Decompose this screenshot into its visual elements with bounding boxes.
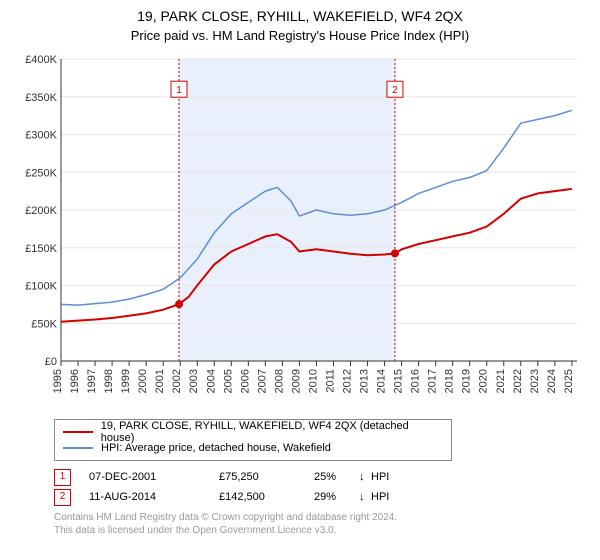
svg-text:2001: 2001	[154, 369, 166, 393]
svg-text:£150K: £150K	[25, 243, 57, 255]
svg-text:1997: 1997	[86, 369, 98, 393]
svg-text:2013: 2013	[359, 369, 371, 393]
down-arrow-icon: ↓	[359, 491, 371, 503]
svg-text:2023: 2023	[529, 369, 541, 393]
sale-vs-hpi: HPI	[371, 471, 401, 483]
svg-text:2020: 2020	[478, 369, 490, 393]
sale-price: £142,500	[219, 491, 314, 503]
sale-row: 2 11-AUG-2014£142,50029%↓HPI	[54, 487, 474, 507]
svg-text:2004: 2004	[205, 369, 217, 393]
svg-text:£300K: £300K	[25, 130, 57, 142]
sale-price: £75,250	[219, 471, 314, 483]
footer-line1: Contains HM Land Registry data © Crown c…	[54, 511, 590, 524]
sales-table: 1 07-DEC-2001£75,25025%↓HPI 2 11-AUG-2014£1…	[54, 467, 474, 507]
svg-text:£50K: £50K	[31, 318, 57, 330]
svg-text:£0: £0	[45, 356, 57, 368]
svg-text:2025: 2025	[563, 369, 575, 393]
svg-text:£100K: £100K	[25, 281, 57, 293]
svg-text:£250K: £250K	[25, 167, 57, 179]
svg-text:2014: 2014	[376, 369, 388, 393]
svg-text:1999: 1999	[120, 369, 132, 393]
svg-text:1996: 1996	[69, 369, 81, 393]
svg-text:2009: 2009	[290, 369, 302, 393]
line-chart: £0 £50K £100K £150K £200K £250K £300K £350K £400…	[15, 53, 585, 413]
sale-row: 1 07-DEC-2001£75,25025%↓HPI	[54, 467, 474, 487]
svg-text:2010: 2010	[307, 369, 319, 393]
down-arrow-icon: ↓	[359, 471, 371, 483]
legend-row: 19, PARK CLOSE, RYHILL, WAKEFIELD, WF4 2…	[63, 424, 443, 440]
svg-text:2000: 2000	[137, 369, 149, 393]
sale-marker: 2	[54, 489, 71, 506]
svg-text:2008: 2008	[273, 369, 285, 393]
sale-date: 11-AUG-2014	[89, 491, 219, 503]
svg-text:2: 2	[392, 85, 398, 96]
svg-text:2003: 2003	[188, 369, 200, 393]
svg-text:£400K: £400K	[25, 54, 57, 66]
footer-line2: This data is licensed under the Open Gov…	[54, 524, 590, 537]
svg-text:2015: 2015	[393, 369, 405, 393]
footer-attribution: Contains HM Land Registry data © Crown c…	[54, 511, 590, 537]
svg-text:2022: 2022	[512, 369, 524, 393]
svg-text:2005: 2005	[222, 369, 234, 393]
legend-label: HPI: Average price, detached house, Wake…	[101, 442, 331, 454]
svg-text:2011: 2011	[324, 369, 336, 393]
svg-text:2007: 2007	[256, 369, 268, 393]
svg-text:2018: 2018	[444, 369, 456, 393]
chart-title: 19, PARK CLOSE, RYHILL, WAKEFIELD, WF4 2…	[10, 8, 590, 24]
svg-text:2019: 2019	[461, 369, 473, 393]
svg-text:2002: 2002	[171, 369, 183, 393]
svg-text:2024: 2024	[546, 369, 558, 393]
svg-text:2012: 2012	[342, 369, 354, 393]
svg-text:2016: 2016	[410, 369, 422, 393]
legend-swatch	[63, 431, 93, 433]
chart-area: £0 £50K £100K £150K £200K £250K £300K £350K £400…	[15, 53, 585, 413]
sale-vs-hpi: HPI	[371, 491, 401, 503]
legend: 19, PARK CLOSE, RYHILL, WAKEFIELD, WF4 2…	[54, 419, 452, 461]
svg-text:1: 1	[176, 85, 182, 96]
svg-text:2017: 2017	[427, 369, 439, 393]
svg-text:1998: 1998	[103, 369, 115, 393]
chart-subtitle: Price paid vs. HM Land Registry's House …	[10, 28, 590, 43]
svg-text:£200K: £200K	[25, 205, 57, 217]
legend-label: 19, PARK CLOSE, RYHILL, WAKEFIELD, WF4 2…	[101, 420, 443, 444]
svg-text:2006: 2006	[239, 369, 251, 393]
svg-text:£350K: £350K	[25, 92, 57, 104]
sale-pct: 25%	[314, 471, 359, 483]
sale-pct: 29%	[314, 491, 359, 503]
sale-date: 07-DEC-2001	[89, 471, 219, 483]
svg-text:1995: 1995	[52, 369, 64, 393]
svg-text:2021: 2021	[495, 369, 507, 393]
legend-swatch	[63, 447, 93, 449]
sale-marker: 1	[54, 469, 71, 486]
